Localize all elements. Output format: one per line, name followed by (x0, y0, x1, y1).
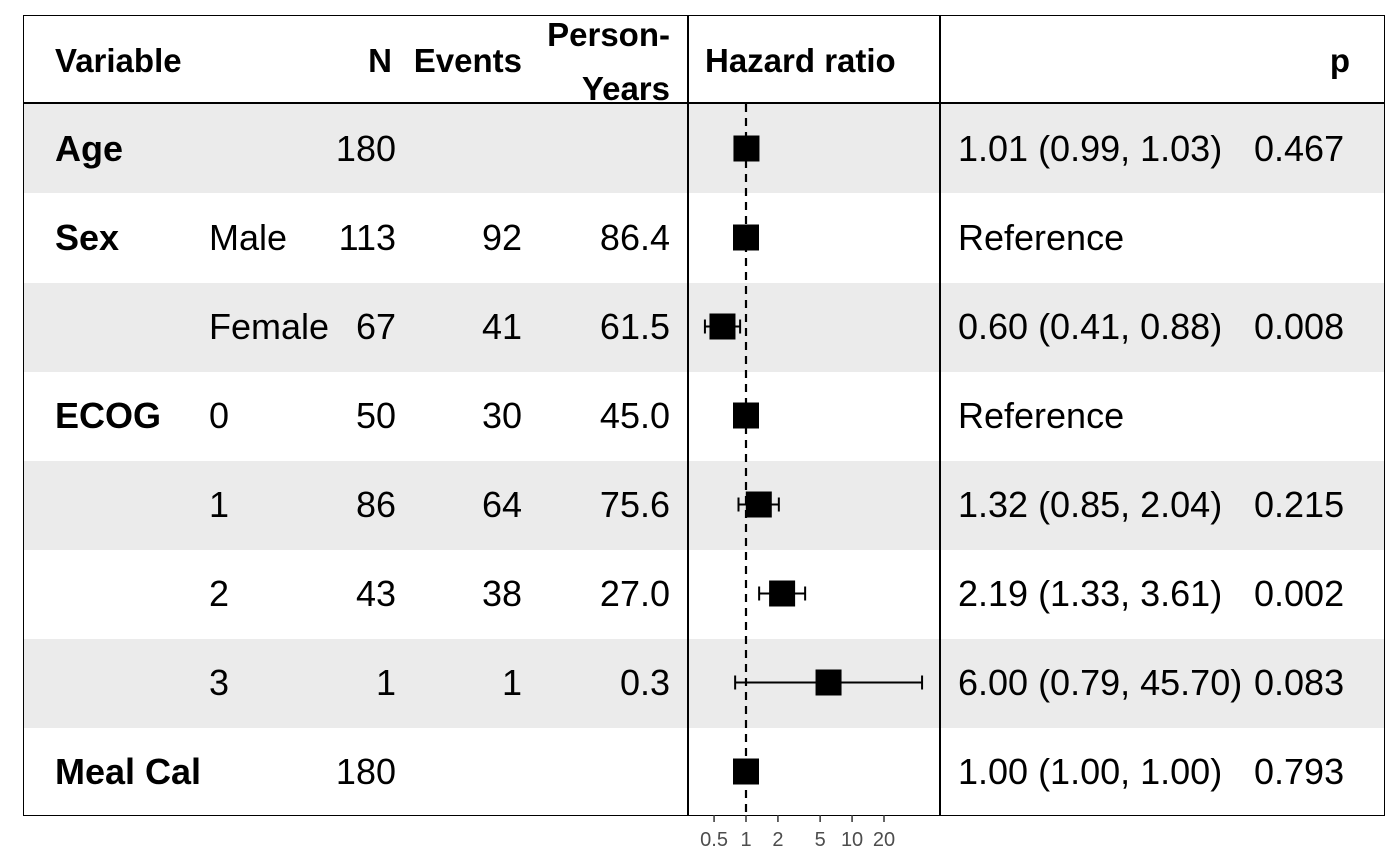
cell-n: 43 (355, 572, 396, 614)
cell-variable: Age (55, 127, 124, 169)
cell-level: 2 (209, 572, 230, 614)
cell-p: 0.002 (1254, 572, 1345, 614)
cell-person-years: 0.3 (619, 661, 670, 703)
cell-estimate: Reference (958, 216, 1125, 258)
cell-p: 0.793 (1254, 750, 1345, 792)
cell-person-years: 45.0 (599, 394, 670, 436)
hr-point (709, 313, 736, 340)
hr-point (745, 491, 772, 518)
x-tick-label: 0.5 (700, 829, 728, 851)
row-band-ecog-1 (24, 461, 1384, 550)
row-band-ecog-3 (24, 639, 1384, 728)
table-top-border (24, 15, 1385, 16)
header-events: Events (413, 42, 522, 79)
plot-left-divider (687, 15, 689, 816)
plot-right-divider (939, 15, 941, 816)
cell-level: 0 (209, 394, 230, 436)
cell-person-years: 75.6 (599, 483, 670, 525)
header-n: N (368, 42, 392, 79)
cell-events: 64 (481, 483, 522, 525)
x-tick-label: 1 (740, 829, 751, 851)
cell-estimate: 2.19 (1.33, 3.61) (958, 572, 1223, 614)
cell-events: 38 (481, 572, 522, 614)
x-tick-label: 20 (873, 829, 895, 851)
cell-person-years: 86.4 (599, 216, 670, 258)
cell-n: 67 (355, 305, 396, 347)
cell-variable: Meal Cal (55, 750, 202, 792)
table-right-border (1384, 15, 1385, 816)
hr-point (769, 580, 796, 607)
hr-point (733, 135, 760, 162)
header-p: p (1329, 42, 1350, 79)
hr-point (733, 224, 759, 251)
hr-point (733, 758, 759, 785)
cell-estimate: Reference (958, 394, 1125, 436)
cell-p: 0.215 (1254, 483, 1345, 525)
cell-n: 50 (355, 394, 396, 436)
cell-p: 0.083 (1254, 661, 1345, 703)
cell-person-years: 61.5 (599, 305, 670, 347)
cell-estimate: 6.00 (0.79, 45.70) (958, 661, 1243, 703)
cell-estimate: 1.01 (0.99, 1.03) (958, 127, 1223, 169)
cell-person-years: 27.0 (599, 572, 670, 614)
cell-n: 1 (375, 661, 396, 703)
cell-n: 180 (335, 750, 396, 792)
header-person-years-line2: Years (581, 70, 670, 107)
header-variable: Variable (55, 42, 182, 79)
cell-events: 41 (481, 305, 522, 347)
cell-variable: ECOG (55, 394, 162, 436)
header-rule (24, 102, 1385, 104)
cell-n: 86 (355, 483, 396, 525)
hr-point (733, 402, 759, 429)
cell-events: 1 (501, 661, 522, 703)
table-bottom-border (24, 815, 1385, 816)
cell-estimate: 1.32 (0.85, 2.04) (958, 483, 1223, 525)
cell-level: 3 (209, 661, 230, 703)
cell-variable: Sex (55, 216, 120, 258)
hr-point (815, 669, 842, 696)
cell-estimate: 0.60 (0.41, 0.88) (958, 305, 1223, 347)
cell-level: Male (209, 216, 288, 258)
cell-estimate: 1.00 (1.00, 1.00) (958, 750, 1223, 792)
x-tick-label: 10 (841, 829, 863, 851)
header-person-years-line1: Person- (547, 16, 670, 53)
cell-level: 1 (209, 483, 230, 525)
cell-n: 180 (335, 127, 396, 169)
row-band-age (24, 104, 1384, 193)
cell-n: 113 (338, 216, 396, 258)
x-tick-label: 5 (815, 829, 826, 851)
x-tick-label: 2 (772, 829, 783, 851)
cell-p: 0.008 (1254, 305, 1345, 347)
header-hazard-ratio: Hazard ratio (705, 42, 896, 79)
cell-events: 30 (481, 394, 522, 436)
table-left-border (23, 15, 24, 816)
cell-level: Female (209, 305, 330, 347)
cell-events: 92 (481, 216, 522, 258)
cell-p: 0.467 (1254, 127, 1345, 169)
